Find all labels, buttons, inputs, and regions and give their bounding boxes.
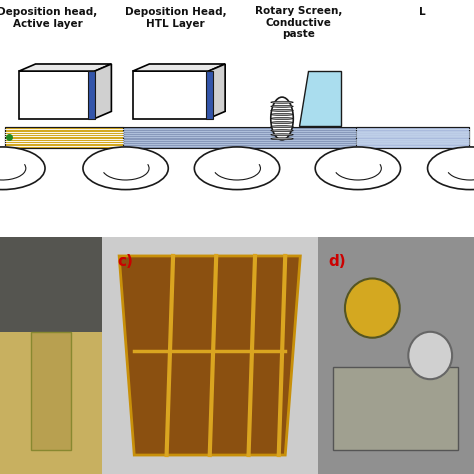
Circle shape bbox=[0, 147, 45, 190]
Ellipse shape bbox=[271, 118, 293, 119]
Ellipse shape bbox=[271, 138, 293, 140]
Polygon shape bbox=[19, 64, 111, 71]
Ellipse shape bbox=[271, 101, 293, 103]
Ellipse shape bbox=[271, 121, 293, 124]
Bar bbox=[0, 332, 102, 474]
Polygon shape bbox=[133, 64, 225, 71]
Bar bbox=[123, 127, 469, 148]
Ellipse shape bbox=[271, 134, 293, 136]
Text: c): c) bbox=[117, 254, 133, 269]
Text: Deposition head,
Active layer: Deposition head, Active layer bbox=[0, 7, 98, 29]
Polygon shape bbox=[209, 64, 225, 118]
Circle shape bbox=[194, 147, 280, 190]
Bar bbox=[356, 127, 469, 148]
Bar bbox=[206, 71, 213, 118]
Circle shape bbox=[428, 147, 474, 190]
Bar bbox=[30, 332, 71, 450]
Text: d): d) bbox=[328, 254, 346, 269]
Bar bbox=[5, 127, 123, 148]
Bar bbox=[0, 237, 102, 332]
Ellipse shape bbox=[271, 130, 293, 132]
Bar bbox=[5, 127, 123, 148]
Ellipse shape bbox=[271, 109, 293, 111]
Polygon shape bbox=[119, 256, 301, 455]
Ellipse shape bbox=[271, 113, 293, 116]
Text: Rotary Screen,
Conductive
paste: Rotary Screen, Conductive paste bbox=[255, 6, 342, 39]
Bar bbox=[19, 71, 95, 118]
Ellipse shape bbox=[271, 126, 293, 128]
Circle shape bbox=[83, 147, 168, 190]
Bar bbox=[88, 71, 95, 118]
Ellipse shape bbox=[271, 97, 293, 140]
Bar bbox=[133, 71, 209, 118]
Text: Deposition Head,
HTL Layer: Deposition Head, HTL Layer bbox=[125, 7, 226, 29]
Polygon shape bbox=[95, 64, 111, 118]
Circle shape bbox=[315, 147, 401, 190]
Polygon shape bbox=[299, 71, 341, 126]
Ellipse shape bbox=[408, 332, 452, 379]
Text: L: L bbox=[419, 7, 425, 17]
Bar bbox=[333, 367, 458, 450]
Ellipse shape bbox=[271, 105, 293, 107]
Ellipse shape bbox=[345, 279, 400, 338]
